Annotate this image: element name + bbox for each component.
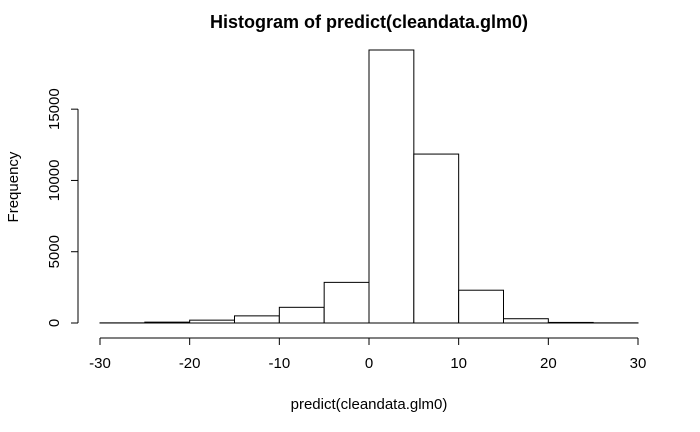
histogram-bar-8 — [458, 289, 504, 324]
y-tick-label: 15000 — [46, 88, 63, 130]
x-tick-label: -10 — [268, 355, 290, 372]
histogram-bars — [99, 49, 639, 324]
x-tick-label: 0 — [365, 355, 373, 372]
x-tick-label: -20 — [179, 355, 201, 372]
x-tick-label: 30 — [630, 355, 647, 372]
y-axis: 0 5000 10000 15000 — [46, 88, 79, 327]
y-axis-label: Frequency — [5, 151, 22, 222]
histogram-bar-4 — [278, 306, 325, 324]
x-tick-label: -30 — [89, 355, 111, 372]
y-tick-label: 10000 — [46, 160, 63, 202]
histogram-bar-9 — [503, 318, 549, 324]
histogram-bar-1 — [144, 321, 191, 324]
histogram-bar-6 — [368, 49, 415, 324]
histogram-bar-10 — [547, 321, 594, 324]
x-tick-label: 20 — [540, 355, 557, 372]
histogram-bar-3 — [234, 315, 280, 324]
x-axis: -30 -20 -10 0 10 20 30 — [89, 337, 647, 372]
histogram-bar-7 — [413, 153, 460, 324]
x-axis-label: predict(cleandata.glm0) — [291, 396, 448, 413]
y-tick-label: 5000 — [46, 235, 63, 268]
histogram-bar-2 — [189, 319, 236, 324]
x-tick-label: 10 — [450, 355, 467, 372]
y-tick-label: 0 — [46, 319, 63, 327]
histogram-bar-5 — [323, 281, 370, 324]
chart-title: Histogram of predict(cleandata.glm0) — [210, 12, 528, 32]
